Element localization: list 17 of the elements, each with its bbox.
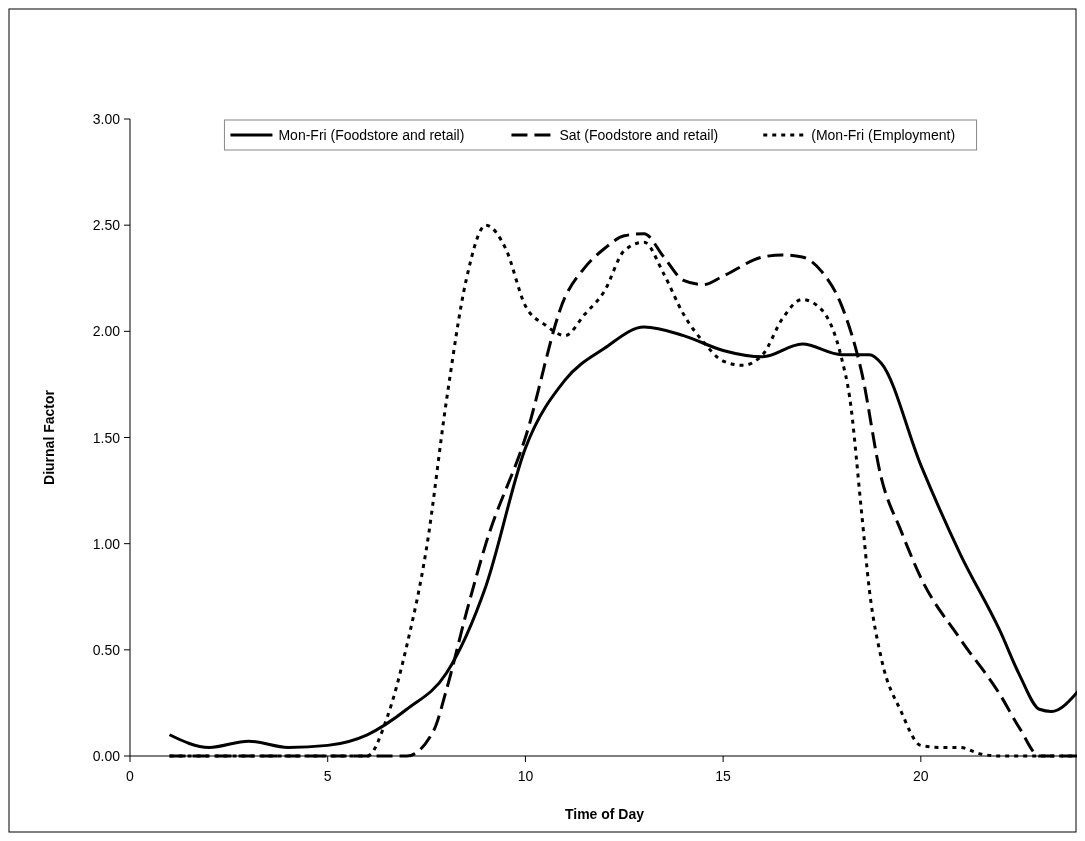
y-tick-label: 1.50 — [92, 429, 121, 446]
y-tick-label: 2.50 — [92, 217, 121, 234]
x-tick-label: 10 — [517, 768, 534, 784]
y-tick-label: 2.00 — [92, 323, 121, 340]
legend-label: (Mon-Fri (Employment) — [811, 127, 956, 143]
y-tick-label: 1.00 — [92, 535, 121, 552]
y-tick-label: 0.50 — [92, 641, 121, 658]
x-tick-label: 5 — [323, 768, 332, 784]
x-tick-label: 0 — [126, 768, 135, 784]
x-axis-title: Time of Day — [564, 806, 645, 822]
legend-label: Sat (Foodstore and retail) — [559, 127, 719, 143]
y-axis-title: Diurnal Factor — [41, 389, 57, 485]
legend-label: Mon-Fri (Foodstore and retail) — [278, 127, 465, 143]
x-tick-label: 15 — [715, 768, 732, 784]
y-tick-label: 3.00 — [92, 111, 121, 127]
x-tick-label: 20 — [913, 768, 929, 784]
y-tick-label: 0.00 — [92, 748, 121, 764]
